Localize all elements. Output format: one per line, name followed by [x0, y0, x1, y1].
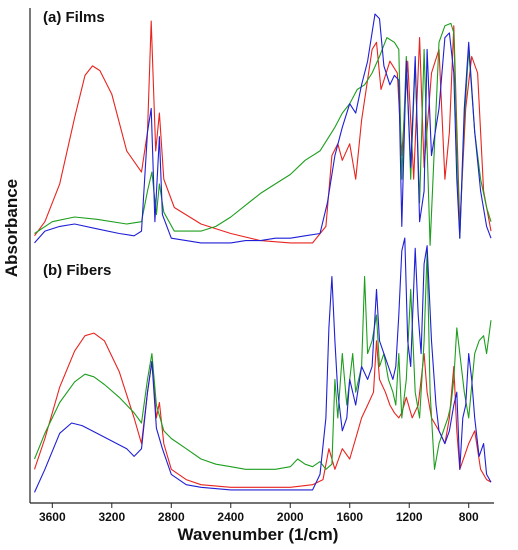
- x-tick-label: 3600: [39, 510, 66, 524]
- x-tick-label: 800: [459, 510, 479, 524]
- x-tick-label: 3200: [98, 510, 125, 524]
- panel-b-red-trace: [33, 332, 492, 488]
- x-tick-label: 2800: [158, 510, 185, 524]
- panel-b-blue-trace: [33, 237, 492, 493]
- x-tick-label: 2400: [217, 510, 244, 524]
- panel-a-films: (a) Films: [34, 9, 492, 246]
- panel-b-green-trace: [33, 250, 492, 470]
- panel-a-blue-trace: [34, 13, 492, 244]
- panel-a-label: (a) Films: [43, 9, 105, 26]
- x-tick-label: 1600: [336, 510, 363, 524]
- x-tick-label: 2000: [277, 510, 304, 524]
- panel-b-label: (b) Fibers: [43, 262, 111, 279]
- x-tick-label: 1200: [396, 510, 423, 524]
- x-axis-title: Wavenumber (1/cm): [178, 525, 339, 544]
- panel-a-traces: [34, 13, 492, 246]
- x-ticks: 3600 3200 2800 2400 2000 1600 1200 800: [39, 503, 479, 524]
- panel-b-fibers: (b) Fibers: [33, 237, 492, 493]
- y-axis-title: Absorbance: [2, 179, 21, 277]
- panel-b-traces: [33, 237, 492, 493]
- panel-a-red-trace: [34, 20, 492, 244]
